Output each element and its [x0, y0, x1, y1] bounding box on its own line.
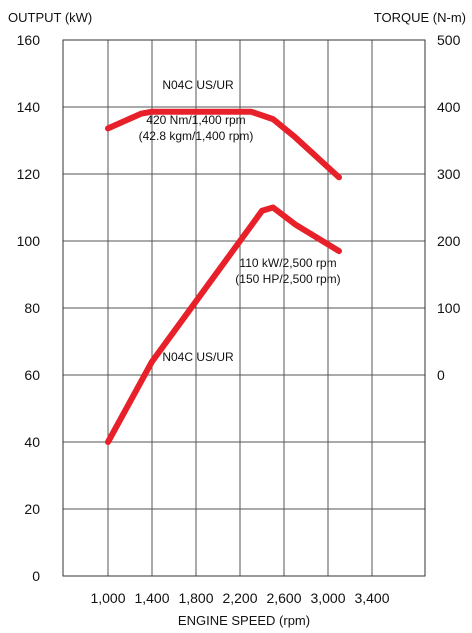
right-tick-label: 200	[437, 233, 461, 249]
x-tick-label: 3,400	[354, 590, 389, 606]
right-tick-label: 300	[437, 166, 461, 182]
torque-series-label: N04C US/UR	[162, 78, 234, 92]
x-tick-label: 1,400	[134, 590, 169, 606]
x-tick-label: 3,000	[310, 590, 345, 606]
torque-peak-annotation-1: 420 Nm/1,400 rpm	[146, 113, 245, 127]
left-tick-label: 20	[24, 501, 40, 517]
x-axis-ticks: 1,000 1,400 1,800 2,200 2,600 3,000 3,400	[90, 590, 389, 606]
output-series-label: N04C US/UR	[162, 350, 234, 364]
x-tick-label: 2,600	[266, 590, 301, 606]
right-tick-label: 400	[437, 99, 461, 115]
x-tick-label: 2,200	[222, 590, 257, 606]
torque-peak-annotation-2: (42.8 kgm/1,400 rpm)	[139, 129, 254, 143]
x-tick-label: 1,800	[178, 590, 213, 606]
left-tick-label: 160	[17, 32, 41, 48]
left-axis-ticks: 0 20 40 60 80 100 120 140 160	[17, 32, 41, 584]
x-tick-label: 1,000	[90, 590, 125, 606]
right-axis-ticks: 0 100 200 300 400 500	[437, 32, 461, 383]
left-tick-label: 100	[17, 233, 41, 249]
left-tick-label: 0	[32, 568, 40, 584]
left-tick-label: 40	[24, 434, 40, 450]
output-peak-annotation-1: 110 kW/2,500 rpm	[239, 256, 336, 270]
left-tick-label: 80	[24, 300, 40, 316]
right-tick-label: 0	[437, 367, 445, 383]
right-tick-label: 500	[437, 32, 461, 48]
x-axis-title: ENGINE SPEED (rpm)	[178, 613, 310, 628]
right-axis-title: TORQUE (N-m)	[374, 10, 466, 25]
left-axis-title: OUTPUT (kW)	[8, 10, 92, 25]
left-tick-label: 140	[17, 99, 41, 115]
output-curve	[108, 208, 339, 443]
right-tick-label: 100	[437, 300, 461, 316]
left-tick-label: 120	[17, 166, 41, 182]
output-peak-annotation-2: (150 HP/2,500 rpm)	[235, 272, 340, 286]
left-tick-label: 60	[24, 367, 40, 383]
